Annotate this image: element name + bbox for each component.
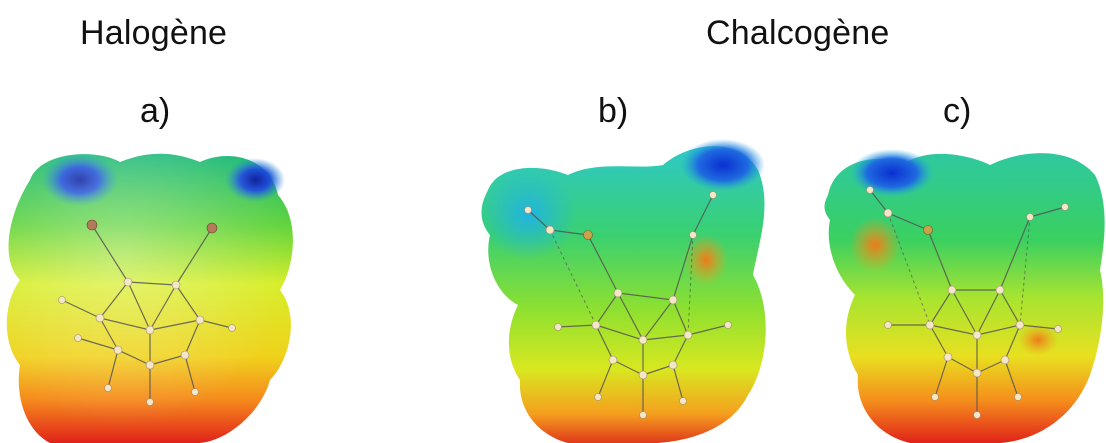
panel-label-b: b) [598, 92, 629, 130]
heading-halogen: Halogène [80, 14, 228, 52]
heading-chalcogen: Chalcogène [706, 14, 890, 52]
panel-label-c: c) [943, 92, 972, 130]
molecule-surface-c [820, 135, 1106, 443]
molecule-surface-a [0, 140, 300, 443]
molecule-surface-b [478, 135, 778, 443]
panel-label-a: a) [140, 92, 171, 130]
